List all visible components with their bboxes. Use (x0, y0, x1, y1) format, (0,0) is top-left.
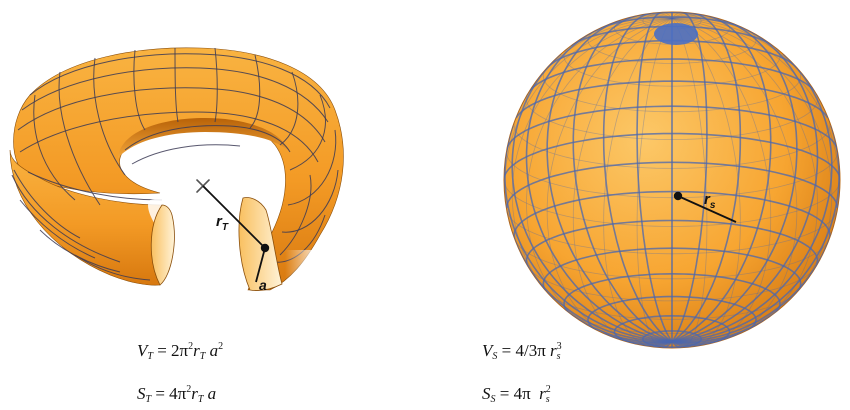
sphere-grid-line (515, 80, 672, 119)
sphere-grid-line (625, 15, 673, 20)
torus-end-fade (285, 250, 325, 295)
sphere-grid-line (671, 340, 703, 347)
sphere-grid-line (572, 14, 673, 343)
sphere-grid-line (514, 18, 672, 121)
sphere-grid-line (671, 340, 691, 348)
sphere-grid-line (514, 239, 672, 343)
sphere-grid-line (603, 18, 673, 348)
sphere-grid-line (546, 19, 673, 343)
sphere-grid-line (671, 18, 708, 348)
sphere-grid-line (671, 125, 840, 343)
sphere-grid-line (599, 331, 745, 344)
sphere-grid-line (587, 29, 757, 64)
sphere-grid-line (506, 151, 838, 199)
torus-tube-label: a (259, 277, 267, 293)
sphere-radius-label: rs (704, 191, 716, 211)
sphere-grid-line (602, 12, 673, 343)
sphere-grid-line (672, 18, 830, 121)
sphere-grid-line (671, 219, 819, 268)
sphere-grid-line (662, 12, 673, 19)
sphere-grid-line (638, 344, 706, 348)
sphere-grid-line (671, 273, 781, 314)
sphere-grid-line (671, 340, 719, 346)
torus-cut-face-left (150, 204, 175, 286)
torus-grid (11, 47, 339, 281)
sphere-grid-line (603, 16, 673, 27)
sphere-grid-line (671, 12, 682, 19)
sphere-grid-line (671, 53, 833, 343)
sphere-grid-line (671, 12, 742, 343)
sphere-grid-line (671, 18, 833, 307)
sphere-grid-line (671, 27, 819, 343)
sphere-grid-line (662, 340, 673, 348)
sphere-grid-line (525, 27, 673, 343)
sphere-grid-line (672, 12, 706, 17)
sphere-grid-line (505, 161, 673, 209)
sphere-grid-line (671, 14, 772, 343)
torus-cut-fade (148, 190, 260, 271)
sphere-grid-line (671, 15, 719, 20)
sphere-grid-line (525, 219, 673, 268)
sphere-grid-line (636, 18, 673, 348)
sphere-grid-line (671, 17, 780, 51)
sphere-grid-line (671, 18, 772, 345)
sphere-grid-line (671, 19, 798, 343)
sphere-grid-line (653, 12, 673, 19)
sphere-grid-line (572, 18, 673, 345)
sphere-grid-line (511, 53, 673, 343)
sphere-grid-line (526, 92, 818, 140)
sphere-grid-line (504, 179, 840, 227)
torus-radius-label: rT (216, 213, 229, 233)
sphere-radius-line (677, 195, 737, 223)
sphere-figure: rs (503, 11, 841, 349)
sphere-grid-line (542, 68, 802, 113)
sphere-grid-line (671, 18, 798, 341)
sphere-grid-line (526, 18, 673, 332)
torus-major-radius-line (202, 185, 266, 249)
sphere-north-pole-cap (654, 23, 698, 45)
sphere-grid-line (671, 308, 780, 343)
torus-surface-formula: ST = 4π2rT a (137, 384, 217, 405)
torus-figure: rT a (9, 47, 344, 295)
sphere-grid-line (671, 12, 691, 19)
sphere-grid-line (515, 241, 829, 280)
sphere-grid-line (671, 18, 818, 332)
sphere-surface-formula: SS = 4π r2s (482, 384, 551, 405)
sphere-grid-line (671, 18, 741, 348)
sphere-grid-line (672, 239, 830, 343)
sphere-grid-line (513, 120, 831, 169)
sphere-grid-line (504, 125, 673, 343)
sphere-grid-line (529, 268, 815, 302)
sphere-grid-line (563, 46, 781, 87)
sphere-grid-line (671, 332, 741, 344)
sphere-grid-line (504, 18, 673, 235)
sphere-grid-line (671, 161, 839, 209)
sphere-grid-line (564, 17, 673, 51)
sphere-grid-line (671, 340, 682, 348)
sphere-grid-line (546, 18, 673, 341)
sphere-grid-line (547, 292, 797, 320)
sphere-grid-line (671, 18, 840, 235)
torus-tube-radius-line (255, 247, 266, 283)
sphere-grid-line (564, 308, 673, 343)
sphere-grid-line (636, 12, 673, 342)
sphere-grid-line (641, 13, 673, 19)
sphere-grid-line (529, 58, 672, 92)
sphere-grid-line (671, 13, 703, 19)
sphere-grid-line (547, 39, 672, 68)
sphere-grid-line (570, 314, 774, 334)
sphere-grid-line (506, 210, 838, 255)
sphere-grid-line (672, 58, 815, 92)
torus-volume-formula: VT = 2π2rT a2 (137, 341, 224, 362)
sphere-grid (504, 12, 840, 348)
sphere-grid-line (511, 18, 673, 307)
sphere-grid-line (563, 273, 673, 314)
sphere-grid-line (672, 132, 840, 181)
sphere-grid-line (671, 16, 741, 27)
sphere-volume-formula: VS = 4/3π r3s (482, 341, 562, 362)
sphere-grid-line (638, 12, 672, 17)
sphere-grid-line (672, 39, 797, 68)
sphere-grid-line (672, 80, 829, 119)
